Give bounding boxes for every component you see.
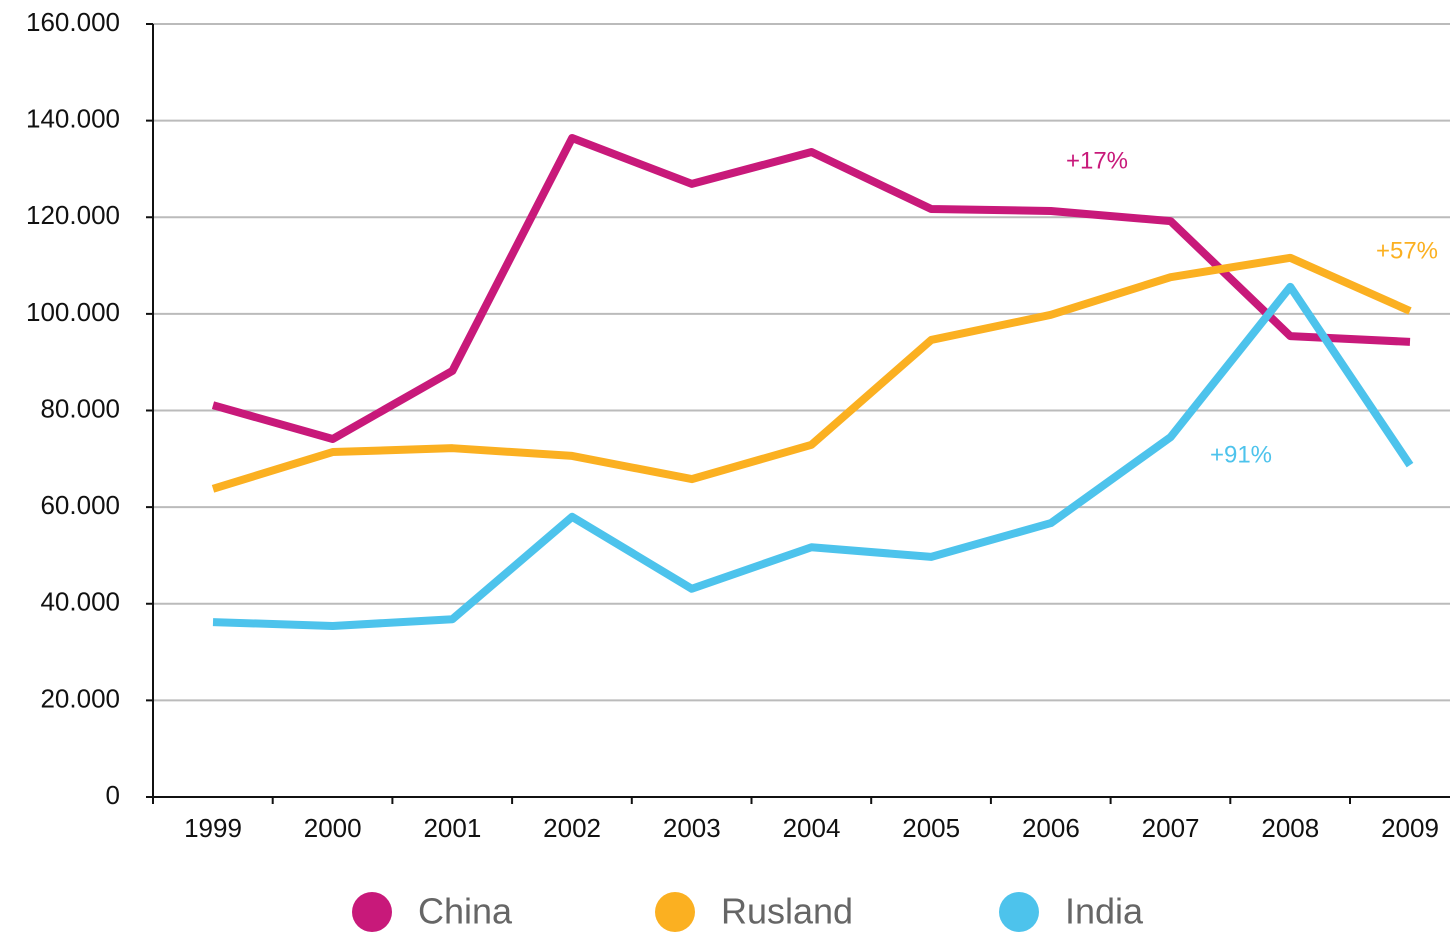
x-tick-label: 2005: [902, 813, 960, 843]
x-tick-label: 2000: [304, 813, 362, 843]
x-tick-label: 2002: [543, 813, 601, 843]
x-tick-label: 2009: [1381, 813, 1439, 843]
y-tick-label: 100.000: [26, 297, 120, 327]
y-tick-label: 120.000: [26, 200, 120, 230]
x-tick-label: 2006: [1022, 813, 1080, 843]
legend-label: Rusland: [721, 891, 853, 932]
series-line: [211, 253, 1412, 493]
annotation: +91%: [1210, 441, 1272, 468]
series-line: [212, 282, 1414, 630]
y-tick-label: 80.000: [40, 393, 120, 423]
legend-marker: [999, 892, 1039, 932]
annotation: +17%: [1066, 147, 1128, 174]
series-line: [211, 134, 1411, 444]
x-tick-label: 2004: [783, 813, 841, 843]
legend-label: India: [1065, 891, 1144, 932]
legend-marker: [352, 892, 392, 932]
x-tick-label: 2001: [423, 813, 481, 843]
y-tick-label: 60.000: [40, 490, 120, 520]
legend-label: China: [418, 891, 513, 932]
y-tick-label: 160.000: [26, 7, 120, 37]
x-tick-label: 2008: [1261, 813, 1319, 843]
x-tick-label: 2003: [663, 813, 721, 843]
x-tick-label: 1999: [184, 813, 242, 843]
y-tick-label: 140.000: [26, 104, 120, 134]
annotation: +57%: [1376, 237, 1438, 264]
y-tick-label: 0: [106, 780, 120, 810]
y-tick-label: 40.000: [40, 587, 120, 617]
legend-marker: [655, 892, 695, 932]
y-tick-label: 20.000: [40, 683, 120, 713]
x-tick-label: 2007: [1142, 813, 1200, 843]
